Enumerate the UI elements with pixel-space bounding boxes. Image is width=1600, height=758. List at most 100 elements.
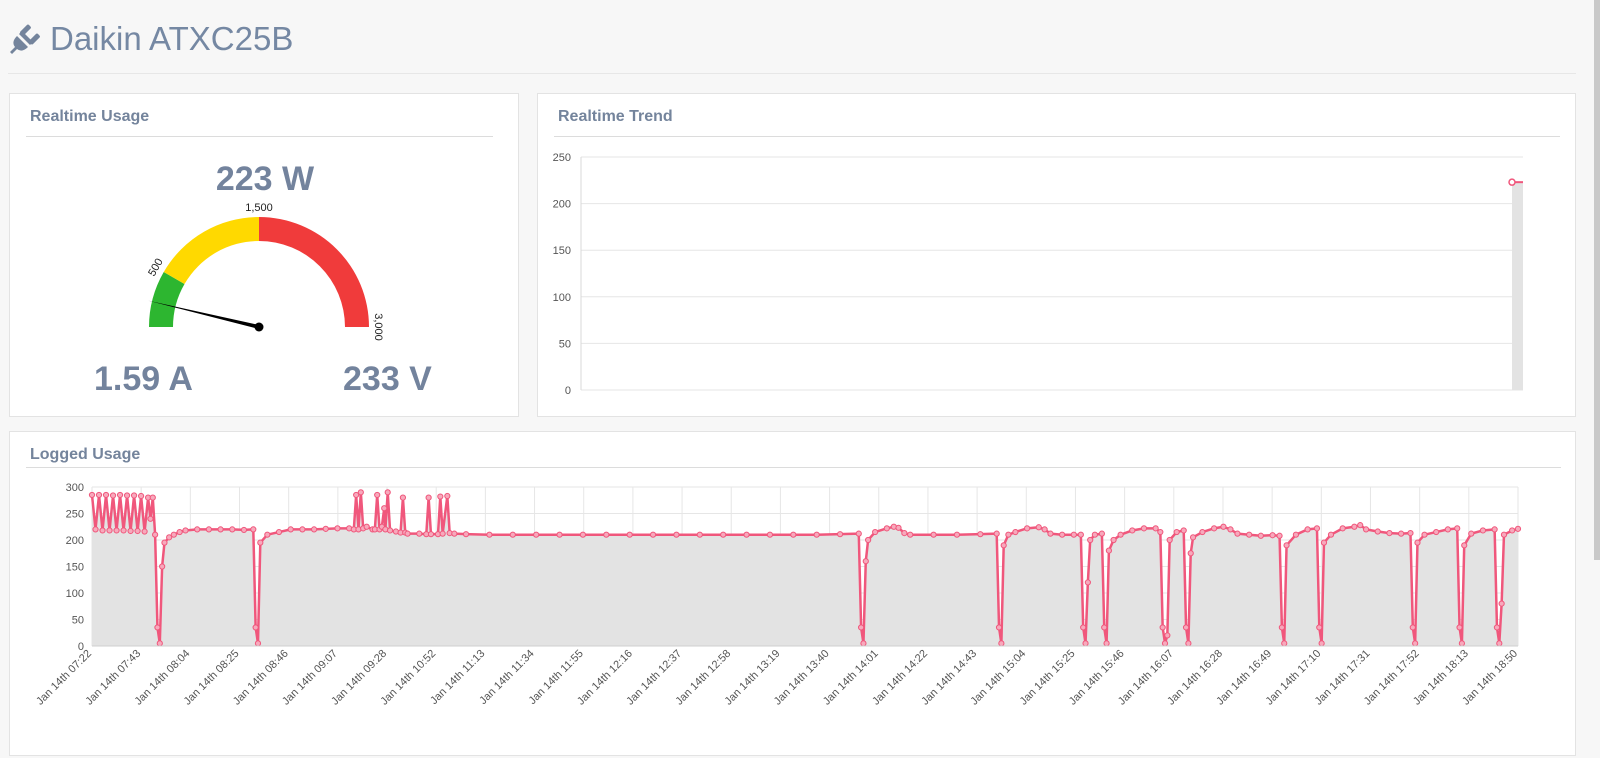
logged-point <box>1374 528 1381 535</box>
logged-point <box>533 531 540 538</box>
logged-point <box>1101 624 1108 631</box>
logged-point <box>1316 624 1323 631</box>
logged-point <box>1292 531 1300 538</box>
y-tick-label: 50 <box>72 615 84 627</box>
logged-point <box>451 530 458 537</box>
gauge-tick-label: 3,000 <box>372 313 384 341</box>
logged-point <box>1479 527 1487 534</box>
logged-point <box>381 505 388 512</box>
plug-icon <box>10 24 40 54</box>
logged-point <box>444 492 451 500</box>
logged-point <box>299 526 306 533</box>
logged-point <box>137 492 145 500</box>
logged-point <box>374 491 381 499</box>
logged-point <box>149 494 156 501</box>
logged-point <box>696 531 703 538</box>
logged-point <box>855 530 862 537</box>
logged-point <box>1220 523 1227 530</box>
logged-point <box>156 640 163 647</box>
logged-point <box>1129 527 1136 534</box>
logged-point <box>170 531 177 538</box>
logged-usage-panel: Logged Usage 0 50 100 150 200 250 300 Jan 14th … <box>9 431 1576 756</box>
panel-divider <box>26 136 493 137</box>
logged-point <box>92 526 99 533</box>
logged-point <box>509 531 516 538</box>
logged-point <box>310 526 318 533</box>
logged-point <box>790 531 797 538</box>
logged-point <box>860 640 867 647</box>
logged-point <box>1444 526 1451 533</box>
logged-point <box>1070 531 1077 538</box>
logged-point <box>1023 525 1031 532</box>
trend-chart: 0 50 100 150 200 250 <box>553 152 1523 397</box>
logged-point <box>154 624 161 631</box>
gauge-band-2 <box>259 217 369 327</box>
logged-point <box>1461 542 1468 549</box>
y-tick-label: 150 <box>553 245 571 257</box>
logged-point <box>99 527 106 534</box>
logged-point <box>106 527 113 534</box>
y-tick-label: 50 <box>559 338 571 350</box>
logged-point <box>120 527 127 534</box>
logged-point <box>901 530 908 537</box>
logged-point <box>1386 530 1393 537</box>
logged-point <box>1103 640 1110 647</box>
logged-point <box>1351 523 1358 530</box>
logged-point <box>1433 528 1440 536</box>
logged-point <box>1077 531 1084 538</box>
logged-point <box>1164 632 1171 639</box>
logged-point <box>1161 640 1169 647</box>
logged-point <box>1269 532 1276 539</box>
logged-point <box>1185 640 1192 647</box>
y-tick-label: 250 <box>66 509 84 521</box>
logged-point <box>649 531 657 538</box>
logged-point <box>123 492 131 499</box>
gauge-tick-label: 1,500 <box>245 202 273 214</box>
logged-point <box>152 531 159 538</box>
logged-point <box>363 523 370 530</box>
logged-point <box>404 530 411 537</box>
panel-divider <box>554 136 1560 137</box>
logged-point <box>673 531 680 538</box>
logged-point <box>275 528 283 536</box>
logged-point <box>194 526 201 533</box>
logged-point <box>1210 525 1218 532</box>
logged-point <box>1398 530 1405 537</box>
logged-point <box>1080 624 1087 631</box>
logged-point <box>1182 624 1190 631</box>
logged-point <box>895 524 902 531</box>
logged-point <box>322 525 329 532</box>
logged-point <box>1012 528 1019 536</box>
logged-point <box>865 536 872 544</box>
logged-point <box>1047 530 1054 537</box>
gauge-needle-hub <box>254 322 264 332</box>
panel-divider <box>26 467 1561 468</box>
logged-point <box>1407 530 1414 537</box>
logged-point <box>1084 579 1091 586</box>
logged-point <box>1281 640 1288 647</box>
logged-point <box>252 624 259 631</box>
voltage-readout: 233 V <box>343 360 432 398</box>
logged-point <box>254 640 262 647</box>
logged-point <box>240 526 248 534</box>
logged-point <box>1199 528 1206 536</box>
page-title: Daikin ATXC25B <box>50 20 294 57</box>
logged-point <box>977 531 984 538</box>
logged-point <box>1234 530 1241 537</box>
logged-point <box>907 531 914 538</box>
panel-title: Logged Usage <box>30 446 141 463</box>
logged-point <box>127 527 134 535</box>
page-scrollbar[interactable] <box>1594 0 1600 560</box>
logged-point <box>116 491 124 499</box>
logged-point <box>1152 525 1159 532</box>
y-tick-label: 100 <box>66 588 84 600</box>
logged-point <box>1257 532 1264 539</box>
logged-point <box>1278 624 1285 631</box>
logged-point <box>1189 534 1197 541</box>
logged-point <box>357 489 364 496</box>
logged-point <box>1283 542 1290 549</box>
logged-point <box>250 526 257 533</box>
logged-point <box>1180 527 1187 534</box>
logged-point <box>1456 624 1463 631</box>
